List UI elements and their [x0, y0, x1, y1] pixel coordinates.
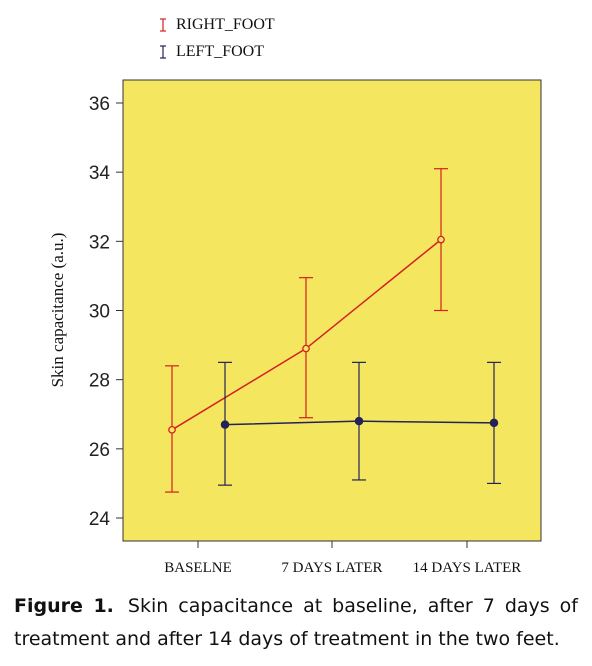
data-point	[168, 425, 176, 434]
data-point	[220, 420, 230, 429]
data-point	[354, 416, 364, 426]
x-tick-label: 7 DAYS LATER	[281, 560, 382, 576]
y-tick-label: 36	[89, 94, 110, 115]
series-layer	[165, 168, 501, 493]
x-ticks: BASELNE 7 DAYS LATER 14 DAYS LATER	[164, 541, 521, 576]
x-tick-label: BASELNE	[164, 560, 232, 576]
figure-caption: Figure 1. Skin capacitance at baseline, a…	[14, 590, 578, 656]
series-right-foot	[165, 168, 448, 493]
y-tick-label: 24	[89, 509, 111, 530]
legend-label-left-foot: LEFT_FOOT	[176, 43, 264, 60]
caption-label: Figure 1.	[14, 595, 114, 617]
y-tick-label: 30	[89, 302, 110, 323]
data-point	[437, 235, 445, 244]
data-point	[489, 418, 499, 428]
y-tick-label: 28	[89, 371, 110, 392]
legend-item-right-foot: RIGHT_FOOT	[158, 16, 275, 34]
caption-text: Skin capacitance at baseline, after 7 da…	[14, 595, 578, 650]
y-axis-title: Skin capacitance (a.u.)	[48, 233, 67, 388]
chart: Skin capacitance (a.u.) 24 26 28 30 32 34 36 B…	[48, 79, 542, 576]
series-left-foot	[218, 361, 501, 486]
y-tick-label: 26	[89, 440, 110, 461]
y-tick-label: 34	[89, 163, 111, 184]
legend-swatch-left-foot	[158, 44, 168, 60]
legend-swatch-right-foot	[158, 17, 168, 33]
data-point	[302, 344, 310, 353]
legend-item-left-foot: LEFT_FOOT	[158, 43, 264, 61]
x-tick-label: 14 DAYS LATER	[413, 560, 522, 576]
plot-area	[122, 79, 542, 542]
legend-label-right-foot: RIGHT_FOOT	[176, 16, 275, 33]
y-tick-label: 32	[89, 232, 110, 253]
y-ticks: 24 26 28 30 32 34 36	[89, 94, 123, 530]
